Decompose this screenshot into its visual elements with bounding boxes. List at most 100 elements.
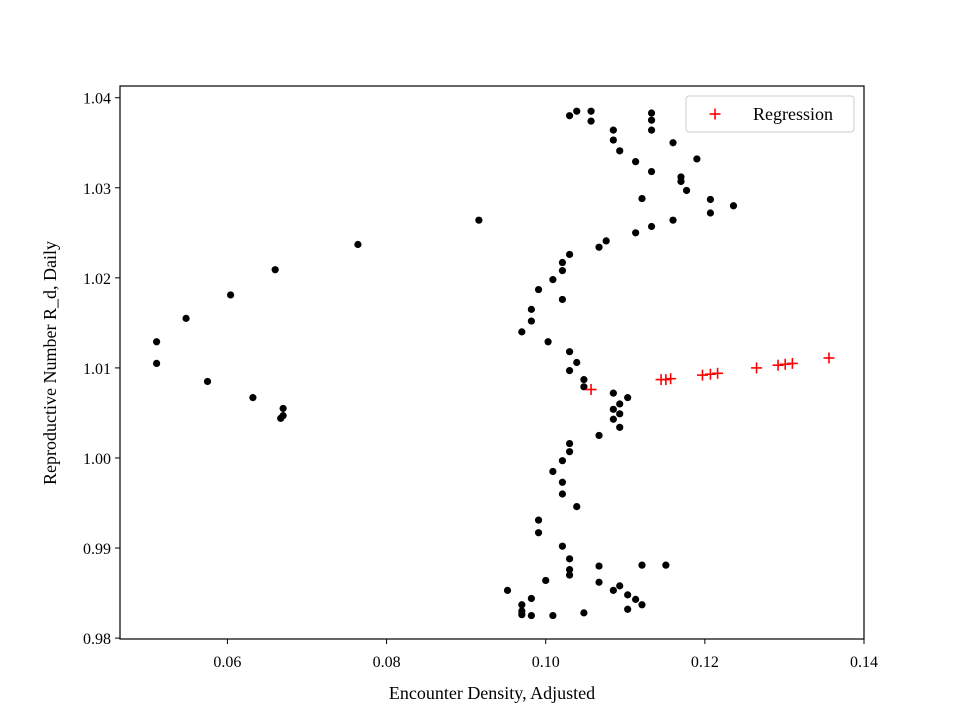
- data-point: [580, 376, 588, 384]
- data-point: [558, 267, 567, 275]
- data-point: [573, 503, 581, 511]
- regression-point: [786, 357, 798, 369]
- y-tick-label: 1.02: [83, 271, 111, 288]
- data-point: [203, 377, 212, 386]
- regression-point: [696, 369, 708, 381]
- data-point: [647, 126, 656, 134]
- x-tick-label: 0.14: [850, 654, 878, 671]
- data-point: [580, 609, 588, 617]
- data-point: [527, 594, 535, 603]
- data-point: [534, 516, 543, 524]
- data-point: [534, 285, 543, 294]
- data-point: [580, 383, 588, 391]
- data-point: [565, 367, 574, 375]
- data-point: [544, 338, 552, 346]
- data-point: [729, 202, 738, 210]
- data-point: [549, 611, 557, 620]
- regression-point: [751, 362, 763, 374]
- regression-point: [772, 359, 784, 371]
- regression-point: [660, 374, 672, 386]
- y-tick-label: 0.99: [83, 541, 111, 558]
- legend-plus-marker: [709, 108, 721, 120]
- data-point: [632, 229, 640, 237]
- data-point: [227, 291, 235, 299]
- y-tick-label: 1.04: [83, 91, 111, 108]
- data-point: [475, 216, 483, 224]
- data-point: [527, 611, 535, 620]
- data-point: [354, 240, 362, 249]
- data-point: [669, 216, 677, 224]
- y-axis-ticks: 0.98 0.99 1.00 1.01 1.02 1.03 1.04: [83, 91, 120, 648]
- data-point: [565, 448, 574, 456]
- data-point: [518, 601, 526, 609]
- data-marks: [153, 107, 835, 620]
- x-tick-label: 0.08: [373, 654, 401, 671]
- data-point: [609, 415, 617, 423]
- data-point: [182, 314, 190, 322]
- legend-box: [685, 95, 855, 133]
- data-point: [609, 136, 617, 144]
- regression-point: [665, 373, 677, 385]
- data-point: [573, 107, 581, 115]
- data-point: [542, 576, 550, 585]
- data-point: [518, 611, 526, 619]
- data-point: [662, 561, 670, 569]
- data-point: [609, 586, 617, 594]
- plot-frame: [119, 85, 865, 640]
- regression-point: [823, 352, 835, 364]
- data-point: [616, 423, 624, 431]
- data-point: [558, 457, 567, 465]
- data-point: [558, 490, 567, 498]
- data-point: [565, 555, 574, 563]
- regression-point: [712, 367, 724, 379]
- data-point: [503, 586, 512, 594]
- y-axis-label: Reproductive Number R_d, Daily: [40, 241, 60, 485]
- regression-point: [704, 368, 716, 380]
- data-point: [573, 358, 581, 367]
- data-point: [602, 237, 610, 245]
- y-tick-label: 1.03: [83, 181, 111, 198]
- data-point: [153, 359, 161, 368]
- data-point: [565, 112, 574, 120]
- data-point: [609, 405, 617, 413]
- data-point: [595, 562, 603, 570]
- data-point: [565, 348, 574, 356]
- data-point: [549, 467, 557, 476]
- data-point: [638, 194, 646, 203]
- data-point: [647, 167, 656, 176]
- data-point: [153, 338, 161, 346]
- y-tick-label: 1.01: [83, 361, 111, 378]
- data-point: [669, 139, 677, 147]
- legend: Regression: [685, 95, 855, 133]
- data-point: [279, 404, 287, 413]
- regression-point: [585, 384, 597, 396]
- data-point: [587, 107, 595, 115]
- data-point: [565, 571, 574, 579]
- data-point: [632, 158, 640, 166]
- x-tick-label: 0.12: [691, 654, 719, 671]
- data-point: [271, 266, 279, 274]
- data-point: [565, 439, 574, 448]
- y-tick-label: 0.98: [83, 631, 111, 648]
- data-point: [527, 305, 535, 313]
- data-point: [624, 591, 632, 599]
- data-point: [632, 595, 640, 603]
- data-point: [249, 394, 257, 402]
- data-point: [616, 410, 624, 418]
- regression-point: [779, 358, 791, 370]
- data-point: [638, 601, 646, 609]
- data-point: [558, 478, 567, 486]
- data-point: [609, 389, 617, 397]
- data-point: [558, 542, 567, 550]
- data-point: [616, 147, 624, 155]
- data-point: [677, 177, 685, 186]
- y-tick-label: 1.00: [83, 451, 111, 468]
- data-point: [624, 605, 632, 613]
- x-axis-ticks: 0.06 0.08 0.10 0.12 0.14: [213, 639, 878, 671]
- data-point: [616, 400, 624, 408]
- data-point: [624, 394, 632, 402]
- data-point: [693, 155, 701, 163]
- data-point: [587, 117, 595, 125]
- x-tick-label: 0.10: [532, 654, 560, 671]
